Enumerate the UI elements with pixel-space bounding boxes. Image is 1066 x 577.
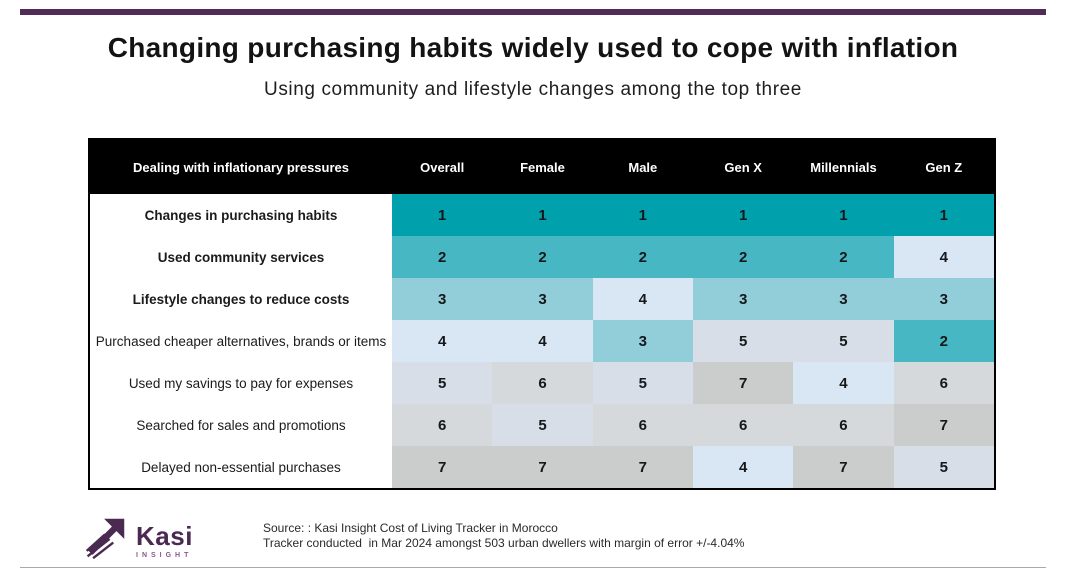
rank-cell: 6 (692, 404, 794, 446)
rank-cell: 7 (392, 446, 493, 488)
kasi-logo-text: Kasi INSIGHT (136, 523, 193, 559)
rank-cell: 4 (592, 278, 693, 320)
rank-cell: 3 (492, 278, 593, 320)
column-header-gen-x: Gen X (724, 159, 762, 175)
row-label: Purchased cheaper alternatives, brands o… (90, 320, 392, 362)
rank-cell: 1 (592, 194, 693, 236)
table-row: Purchased cheaper alternatives, brands o… (90, 320, 994, 362)
rank-cell: 5 (492, 404, 593, 446)
rank-cell: 6 (893, 362, 994, 404)
page-title: Changing purchasing habits widely used t… (107, 32, 959, 63)
rank-cell: 2 (692, 236, 794, 278)
rank-cell: 7 (793, 446, 894, 488)
rank-cell: 3 (592, 320, 693, 362)
brand-name: Kasi (136, 520, 193, 551)
rank-cell: 2 (392, 236, 493, 278)
column-header-millennials: Millennials (810, 159, 877, 175)
rank-cell: 2 (592, 236, 693, 278)
column-header-male: Male (628, 159, 658, 175)
top-accent-bar (20, 9, 1046, 15)
source-line-1: Source: : Kasi Insight Cost of Living Tr… (263, 521, 558, 535)
rank-cell: 2 (492, 236, 593, 278)
source-text: Source: : Kasi Insight Cost of Living Tr… (263, 521, 744, 550)
rank-cell: 1 (392, 194, 493, 236)
rank-cell: 1 (692, 194, 794, 236)
footer-divider (20, 567, 1046, 568)
row-header-label: Dealing with inflationary pressures (133, 159, 349, 175)
rank-cell: 6 (793, 404, 894, 446)
page-subtitle: Using community and lifestyle changes am… (264, 79, 802, 100)
column-header-gen-z: Gen Z (925, 159, 963, 175)
ranking-heatmap-table: Dealing with inflationary pressures Over… (88, 138, 996, 490)
rank-cell: 7 (592, 446, 693, 488)
table-row: Used my savings to pay for expenses 5 6 … (90, 362, 994, 404)
rank-cell: 4 (492, 320, 593, 362)
column-header-female: Female (520, 159, 565, 175)
rank-cell: 7 (692, 362, 794, 404)
rank-cell: 5 (392, 362, 493, 404)
brand-subtitle: INSIGHT (136, 551, 193, 559)
rank-cell: 1 (793, 194, 894, 236)
rank-cell: 4 (692, 446, 794, 488)
row-label: Used community services (90, 236, 392, 278)
table-row: Searched for sales and promotions 6 5 6 … (90, 404, 994, 446)
row-label: Used my savings to pay for expenses (90, 362, 392, 404)
row-label: Searched for sales and promotions (90, 404, 392, 446)
rank-cell: 3 (793, 278, 894, 320)
rank-cell: 1 (893, 194, 994, 236)
table-header-row: Dealing with inflationary pressures Over… (90, 140, 994, 194)
rank-cell: 6 (492, 362, 593, 404)
rank-cell: 3 (893, 278, 994, 320)
column-header-overall: Overall (420, 159, 465, 175)
rank-cell: 3 (392, 278, 493, 320)
rank-cell: 5 (592, 362, 693, 404)
rank-cell: 2 (793, 236, 894, 278)
table-row: Delayed non-essential purchases 7 7 7 4 … (90, 446, 994, 488)
rank-cell: 4 (893, 236, 994, 278)
rank-cell: 5 (692, 320, 794, 362)
rank-cell: 5 (893, 446, 994, 488)
rank-cell: 4 (392, 320, 493, 362)
table-row: Used community services 2 2 2 2 2 4 (90, 236, 994, 278)
rank-cell: 2 (893, 320, 994, 362)
source-line-2: Tracker conducted in Mar 2024 amongst 50… (263, 535, 745, 550)
kasi-logo: Kasi INSIGHT (83, 516, 193, 565)
row-label: Lifestyle changes to reduce costs (90, 278, 392, 320)
rank-cell: 4 (793, 362, 894, 404)
rank-cell: 7 (492, 446, 593, 488)
rank-cell: 1 (492, 194, 593, 236)
rank-cell: 5 (793, 320, 894, 362)
row-label: Changes in purchasing habits (90, 194, 392, 236)
rank-cell: 6 (592, 404, 693, 446)
kasi-logo-icon (83, 516, 127, 565)
table-row: Changes in purchasing habits 1 1 1 1 1 1 (90, 194, 994, 236)
row-label: Delayed non-essential purchases (90, 446, 392, 488)
rank-cell: 6 (392, 404, 493, 446)
table-row: Lifestyle changes to reduce costs 3 3 4 … (90, 278, 994, 320)
rank-cell: 7 (893, 404, 994, 446)
rank-cell: 3 (692, 278, 794, 320)
